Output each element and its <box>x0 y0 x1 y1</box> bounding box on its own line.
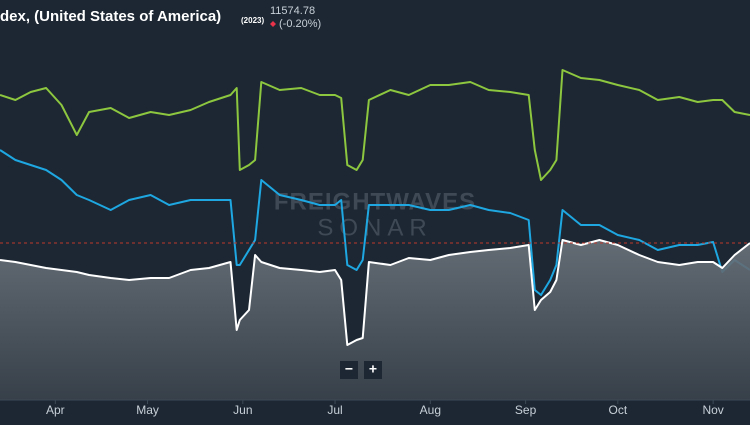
x-tick-label: Sep <box>515 403 537 417</box>
last-value: 11574.78 <box>270 5 315 17</box>
x-tick-label: Jun <box>233 403 252 417</box>
zoom-label[interactable]: − <box>345 361 353 377</box>
plot <box>0 69 750 400</box>
line <box>0 149 750 296</box>
zoom-label[interactable]: + <box>369 361 377 377</box>
line <box>0 69 750 181</box>
watermark-text: SONAR <box>317 214 432 241</box>
zoom-button[interactable] <box>364 361 382 379</box>
zoom-button[interactable] <box>340 361 358 379</box>
zoom-in[interactable]: + <box>364 361 382 379</box>
title-note: (2023) <box>241 16 264 25</box>
change-icon <box>270 21 276 27</box>
x-tick-label: Jul <box>327 403 342 417</box>
x-tick-label: Oct <box>608 403 627 417</box>
x-tick-label: Nov <box>702 403 723 417</box>
x-tick-label: May <box>136 403 159 417</box>
x-tick-label: Aug <box>420 403 441 417</box>
zoom-out[interactable]: − <box>340 361 358 379</box>
change: (-0.20%) <box>279 18 321 30</box>
x-tick-label: Apr <box>46 403 65 417</box>
chart-title: dex, (United States of America) <box>0 8 221 25</box>
watermark: FREIGHTWAVES SONAR <box>274 188 475 241</box>
area <box>0 240 750 400</box>
